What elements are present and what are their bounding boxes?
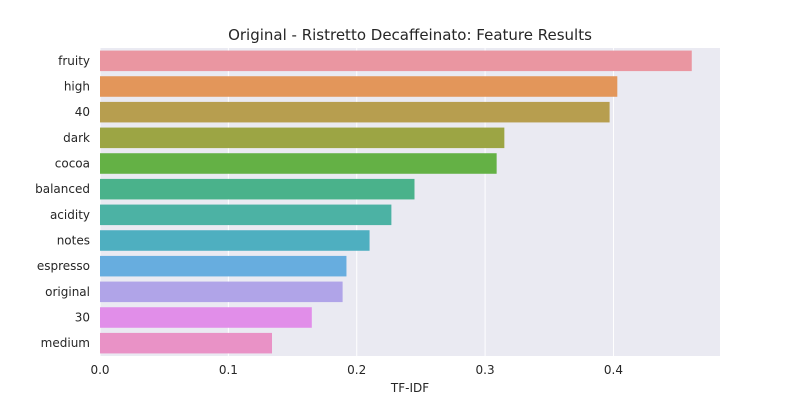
y-tick-label: balanced: [35, 182, 90, 196]
bar-espresso: [100, 255, 347, 277]
bar-fruity: [100, 50, 692, 72]
bar-high: [100, 76, 618, 97]
x-tick-label: 0.4: [604, 363, 623, 377]
x-axis-label: TF-IDF: [390, 381, 429, 395]
bar-dark: [100, 127, 505, 149]
bar-40: [100, 101, 610, 123]
y-tick-label: 30: [75, 311, 90, 325]
plot-background: [100, 48, 720, 356]
x-tick-label: 0.3: [476, 363, 495, 377]
y-tick-label: medium: [41, 336, 90, 350]
chart-title: Original - Ristretto Decaffeinato: Featu…: [228, 26, 592, 44]
y-tick-label: 40: [75, 105, 90, 119]
y-tick-label: acidity: [50, 208, 90, 222]
x-tick-label: 0.0: [90, 363, 109, 377]
x-tick-label: 0.2: [347, 363, 366, 377]
grid-lines: [99, 48, 614, 356]
y-tick-label: cocoa: [55, 157, 90, 171]
bar-medium: [100, 332, 273, 354]
x-tick-label: 0.1: [219, 363, 238, 377]
y-tick-label: dark: [63, 131, 90, 145]
bar-30: [100, 307, 312, 328]
y-tick-labels: fruity high 40 dark cocoa balanced acidity note…: [35, 54, 90, 350]
y-tick-label: high: [64, 80, 90, 94]
bars: [100, 50, 692, 354]
y-tick-label: original: [45, 285, 90, 299]
bar-acidity: [100, 204, 392, 226]
bar-cocoa: [100, 153, 497, 174]
bar-notes: [100, 230, 370, 251]
y-tick-label: fruity: [58, 54, 90, 68]
bar-original: [100, 281, 343, 303]
y-tick-label: notes: [57, 234, 90, 248]
bar-balanced: [100, 178, 415, 200]
x-tick-labels: 0.0 0.1 0.2 0.3 0.4: [90, 363, 623, 377]
y-tick-label: espresso: [37, 259, 90, 273]
